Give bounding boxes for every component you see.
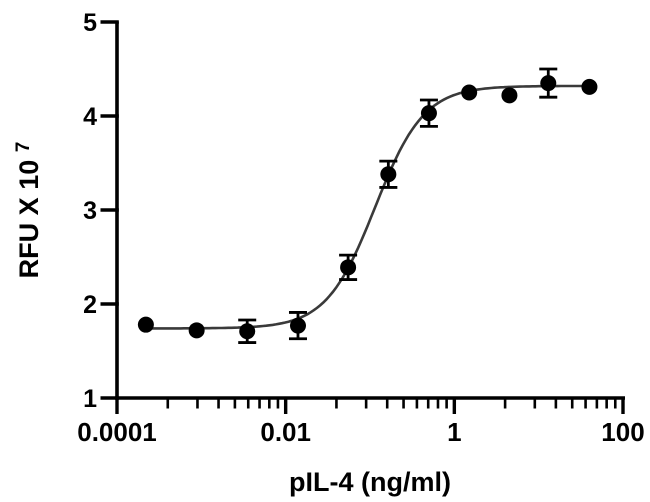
data-point xyxy=(420,105,437,122)
x-axis-title: pIL-4 (ng/ml) xyxy=(289,467,451,497)
data-point xyxy=(461,84,478,101)
y-tick-label: 3 xyxy=(83,197,97,225)
x-tick-label: 1 xyxy=(447,417,461,447)
data-point xyxy=(239,323,256,340)
y-tick-label: 4 xyxy=(83,103,97,131)
x-tick-label: 100 xyxy=(601,417,644,447)
y-tick-label: 1 xyxy=(83,385,97,413)
x-tick-label: 0.01 xyxy=(260,417,311,447)
y-tick-label: 5 xyxy=(83,9,97,37)
y-axis-title-exponent: 7 xyxy=(13,142,34,153)
y-axis-title-base: RFU X 10 xyxy=(14,160,44,279)
data-point xyxy=(340,259,357,276)
data-point xyxy=(540,75,557,92)
fit-curve xyxy=(145,84,590,330)
x-tick-label: 0.0001 xyxy=(77,417,157,447)
data-point xyxy=(289,317,306,334)
y-axis-title: RFU X 10 7 xyxy=(13,142,44,279)
data-point xyxy=(380,166,397,183)
data-point xyxy=(188,322,205,339)
data-point xyxy=(137,316,154,333)
data-point xyxy=(581,78,598,95)
plot-area: 1 2 3 4 5 0.0001 0.01 1 100 xyxy=(77,9,644,447)
y-tick-label: 2 xyxy=(83,291,97,319)
data-point xyxy=(501,87,518,104)
